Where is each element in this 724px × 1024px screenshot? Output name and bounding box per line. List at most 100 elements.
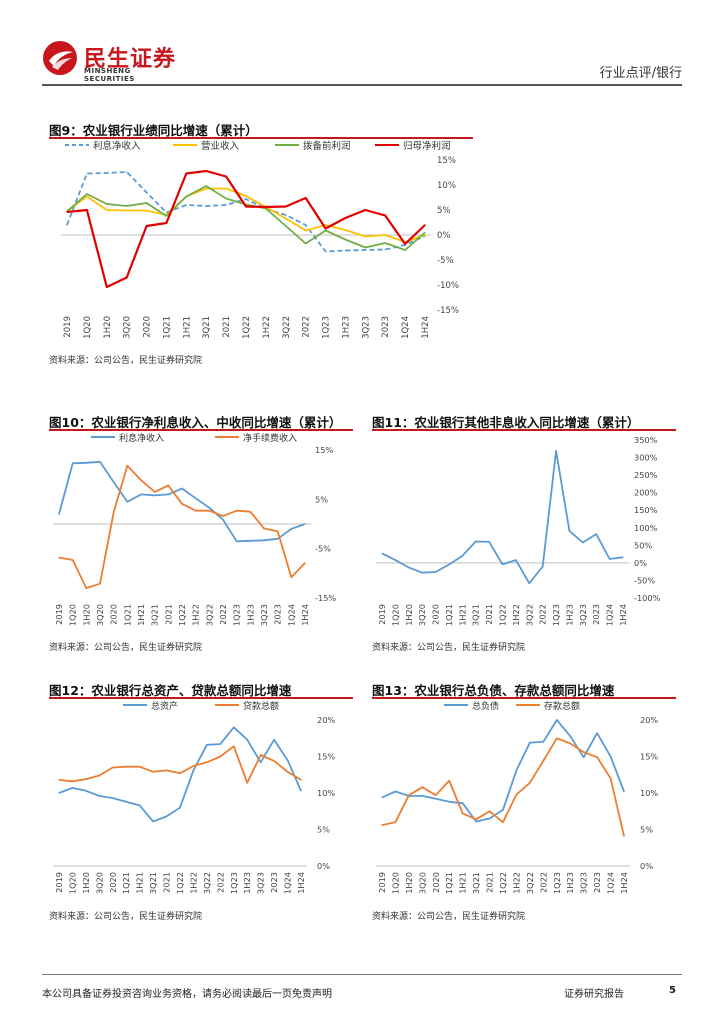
x-tick-label: 3Q21 — [148, 872, 158, 894]
x-tick-label: 2023 — [591, 604, 601, 625]
y-tick-label: 250% — [634, 470, 658, 480]
data-point — [475, 820, 477, 823]
data-point — [596, 756, 598, 758]
x-tick-label: 3Q23 — [259, 604, 269, 626]
series-line-3 — [66, 169, 426, 289]
x-tick-label: 2023 — [381, 316, 391, 338]
y-tick-label: 350% — [634, 435, 658, 445]
x-tick-label: 1H24 — [421, 316, 431, 339]
x-tick-label: 2022 — [215, 872, 225, 893]
data-point — [99, 583, 101, 585]
x-tick-label: 2021 — [163, 604, 173, 625]
figure-11-chart: 350% 300% 250% 200% 150% 100% 50% 0% -50% -100% 20… — [376, 435, 661, 626]
data-point — [364, 235, 366, 238]
data-point — [569, 742, 571, 744]
y-tick-label: 0% — [317, 861, 330, 871]
data-point — [126, 171, 128, 173]
y-tick-label: 200% — [634, 488, 658, 498]
data-point — [245, 205, 247, 208]
x-tick-label: 2019 — [377, 872, 387, 893]
data-point — [623, 790, 625, 793]
data-point — [152, 771, 154, 773]
x-tick-label: 2019 — [63, 316, 73, 338]
x-tick-label: 3Q21 — [202, 316, 212, 339]
data-point — [165, 815, 168, 817]
data-point — [462, 812, 464, 815]
data-point — [609, 755, 612, 758]
data-point — [154, 491, 156, 493]
legend-label: 利息净收入 — [93, 140, 141, 152]
x-tick-label: 1Q22 — [498, 872, 508, 894]
x-tick-label: 1Q22 — [175, 872, 185, 894]
x-tick-label: 1H24 — [296, 872, 306, 894]
x-tick-label: 1H24 — [618, 604, 628, 626]
data-point — [225, 187, 227, 190]
data-point — [206, 744, 208, 746]
data-point — [246, 782, 248, 784]
data-point — [86, 195, 88, 198]
data-point — [126, 465, 128, 467]
data-point — [344, 229, 347, 231]
y-tick-label: 10% — [640, 788, 658, 798]
data-point — [165, 215, 168, 217]
brand-logo: 民生证券 MINSHENG SECURITIES — [42, 40, 177, 83]
y-tick-label: -50% — [634, 575, 655, 585]
data-point — [98, 795, 100, 797]
data-point — [58, 792, 60, 794]
x-tick-label: 1Q24 — [283, 872, 293, 894]
data-point — [408, 566, 410, 569]
page-number: 5 — [669, 985, 676, 996]
x-tick-label: 3Q21 — [150, 604, 160, 626]
x-tick-label: 3Q20 — [417, 604, 427, 626]
x-tick-label: 3Q20 — [417, 872, 427, 894]
figure-12-title-rule — [49, 697, 353, 699]
y-tick-label: 5% — [437, 206, 451, 216]
data-point — [384, 248, 386, 251]
figure-11-source: 资料来源：公司公告，民生证券研究院 — [372, 643, 526, 653]
y-tick-label: 15% — [640, 752, 658, 762]
data-point — [72, 462, 74, 464]
x-tick-label: 3Q22 — [282, 316, 292, 339]
x-tick-label: 1Q22 — [177, 604, 187, 626]
data-point — [236, 510, 238, 512]
data-point — [556, 737, 558, 739]
data-point — [225, 204, 227, 206]
data-point — [448, 801, 450, 803]
y-tick-label: 15% — [437, 156, 456, 166]
data-point — [139, 766, 141, 768]
x-tick-label: 2019 — [54, 872, 64, 893]
x-tick-label: 1H21 — [182, 316, 192, 339]
legend-label: 归母净利润 — [403, 140, 451, 152]
data-point — [139, 804, 141, 807]
x-tick-label: 1H24 — [300, 604, 310, 626]
data-point — [501, 563, 504, 565]
y-tick-label: 15% — [315, 445, 333, 455]
data-point — [305, 197, 307, 199]
data-point — [381, 796, 383, 798]
data-point — [98, 774, 100, 777]
data-point — [305, 242, 307, 245]
x-tick-label: 2022 — [218, 604, 228, 625]
x-tick-label: 3Q23 — [256, 872, 266, 894]
data-point — [86, 209, 88, 211]
data-point — [583, 751, 585, 753]
x-tick-label: 2020 — [108, 872, 118, 893]
x-tick-label: 1H20 — [103, 316, 113, 339]
x-tick-label: 2022 — [302, 316, 312, 338]
header-divider — [42, 84, 682, 86]
data-point — [126, 501, 128, 503]
data-point — [152, 820, 154, 823]
data-point — [324, 227, 327, 230]
x-tick-label: 1Q24 — [605, 604, 615, 626]
data-point — [126, 205, 128, 207]
data-point — [225, 175, 227, 178]
y-tick-label: 0% — [437, 231, 451, 241]
data-point — [285, 225, 287, 227]
y-tick-label: 300% — [634, 453, 658, 463]
data-point — [245, 195, 247, 197]
data-point — [154, 494, 156, 496]
data-point — [290, 576, 292, 578]
data-point — [145, 191, 148, 194]
data-point — [384, 214, 386, 217]
x-tick-label: 2022 — [538, 872, 548, 893]
